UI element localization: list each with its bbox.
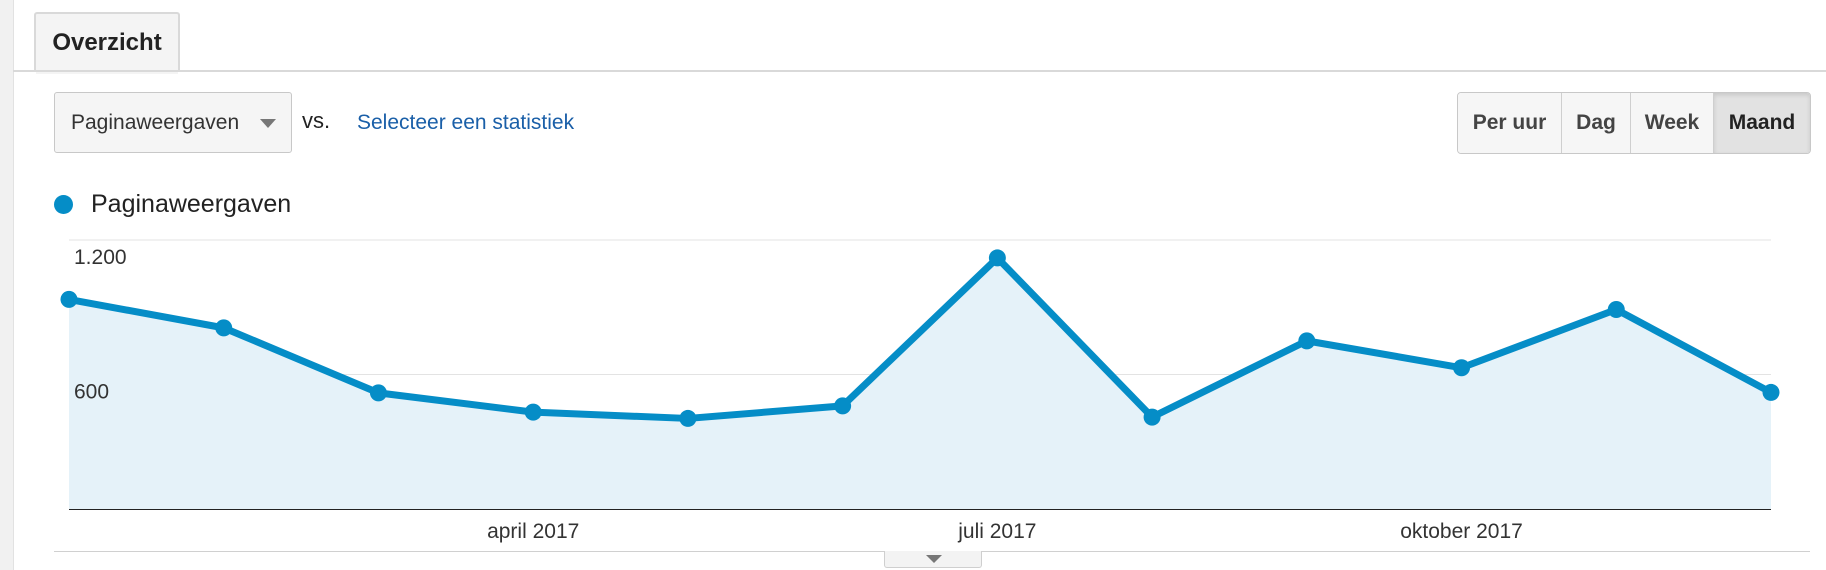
data-point[interactable]: [1607, 300, 1625, 318]
dag-button[interactable]: Dag: [1561, 93, 1630, 153]
vs-label: vs.: [302, 108, 331, 133]
tab-overzicht-label: Overzicht: [52, 29, 162, 56]
collapse-chart-handle[interactable]: [884, 551, 982, 568]
data-point[interactable]: [215, 319, 233, 337]
metric-dropdown-value: Paginaweergaven: [71, 110, 240, 134]
legend-dot-icon: [54, 195, 73, 214]
data-point[interactable]: [524, 403, 542, 421]
per-uur-button[interactable]: Per uur: [1458, 93, 1561, 153]
data-point[interactable]: [1762, 383, 1780, 401]
granularity-toggle: Per uur Dag Week Maand: [1457, 92, 1811, 154]
y-tick-label: 600: [74, 381, 109, 404]
x-tick-label: april 2017: [487, 520, 579, 543]
maand-button[interactable]: Maand: [1713, 93, 1810, 153]
x-tick-label: oktober 2017: [1400, 520, 1523, 543]
data-point[interactable]: [679, 409, 697, 427]
tab-overzicht[interactable]: Overzicht: [34, 12, 180, 74]
series-line: [68, 254, 1773, 422]
week-button[interactable]: Week: [1630, 93, 1713, 153]
y-tick-label: 1.200: [74, 246, 127, 269]
data-point[interactable]: [1143, 408, 1161, 426]
chevron-down-icon: [926, 555, 942, 563]
data-point[interactable]: [60, 290, 78, 308]
chevron-down-icon: [260, 119, 276, 128]
data-point[interactable]: [1298, 332, 1316, 350]
left-rail: [0, 0, 14, 570]
chart-legend: Paginaweergaven: [54, 190, 291, 219]
data-point[interactable]: [369, 384, 387, 402]
legend-label: Paginaweergaven: [91, 190, 292, 218]
x-tick-label: juli 2017: [957, 520, 1036, 543]
tab-divider: [13, 70, 1826, 72]
series-area: [69, 257, 1771, 509]
data-point[interactable]: [834, 397, 852, 415]
metric-dropdown[interactable]: Paginaweergaven: [54, 92, 292, 153]
select-metric-link[interactable]: Selecteer een statistiek: [357, 111, 575, 134]
data-point[interactable]: [988, 249, 1006, 267]
data-point[interactable]: [1453, 359, 1471, 377]
